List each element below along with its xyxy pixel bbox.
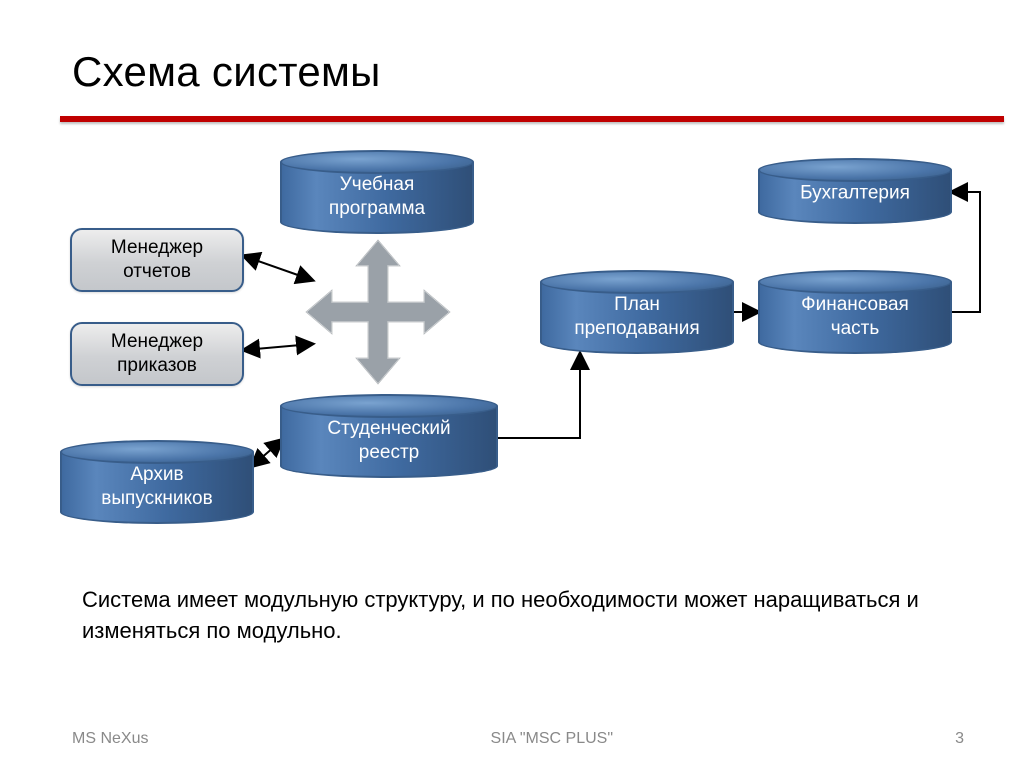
footer-center: SIA "MSC PLUS" — [491, 730, 614, 748]
footer-left: MS NeXus — [72, 730, 148, 748]
footer-page-number: 3 — [955, 730, 964, 748]
node-label: Бухгалтерия — [758, 182, 952, 206]
edge-finance-accounting — [952, 192, 980, 312]
node-registry: Студенческийреестр — [280, 394, 498, 478]
edge-archive-registry — [252, 440, 282, 466]
node-teachplan: Планпреподавания — [540, 270, 734, 354]
edge-mgr_reports-cross — [244, 256, 312, 280]
node-mgr_orders: Менеджерприказов — [70, 322, 244, 386]
title-underline — [60, 116, 1004, 122]
node-label: Менеджеротчетов — [111, 236, 203, 284]
node-accounting: Бухгалтерия — [758, 158, 952, 224]
node-label: Студенческийреестр — [280, 417, 498, 465]
node-label: Планпреподавания — [540, 293, 734, 341]
node-label: Учебнаяпрограмма — [280, 173, 474, 221]
node-curriculum: Учебнаяпрограмма — [280, 150, 474, 234]
node-label: Менеджерприказов — [111, 330, 203, 378]
edge-registry-teachplan — [498, 354, 580, 438]
edge-mgr_orders-cross — [244, 344, 312, 350]
node-label: Финансоваячасть — [758, 293, 952, 341]
four-way-arrow-icon — [306, 240, 450, 384]
node-mgr_reports: Менеджеротчетов — [70, 228, 244, 292]
node-finance: Финансоваячасть — [758, 270, 952, 354]
node-archive: Архиввыпускников — [60, 440, 254, 524]
page-title: Схема системы — [0, 48, 1024, 96]
node-label: Архиввыпускников — [60, 463, 254, 511]
diagram-canvas: Менеджеротчетов Менеджерприказов Архиввыпу… — [0, 140, 1024, 570]
slide-description: Система имеет модульную структуру, и по … — [82, 585, 954, 647]
slide-footer: MS NeXus SIA "MSC PLUS" 3 — [72, 730, 964, 748]
